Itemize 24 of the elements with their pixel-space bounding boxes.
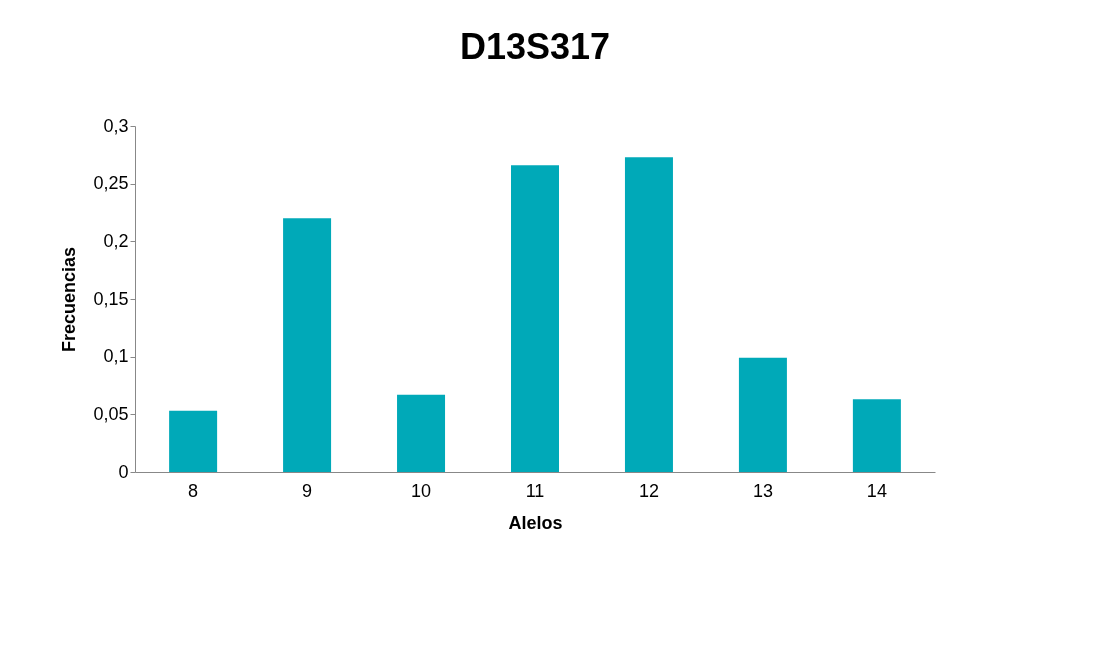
bar xyxy=(852,399,901,472)
y-tick-label: 0,1 xyxy=(103,346,129,367)
y-tick-label: 0,15 xyxy=(93,288,129,309)
x-tick-label: 14 xyxy=(866,480,887,501)
x-axis-title: Alelos xyxy=(508,512,563,533)
bar xyxy=(283,218,332,472)
x-tick-label: 12 xyxy=(638,480,659,501)
x-tick-label: 10 xyxy=(411,480,432,501)
y-axis-title: Frecuencias xyxy=(59,246,80,353)
y-tick-label: 0 xyxy=(118,461,129,482)
chart-title: D13S317 xyxy=(459,26,611,67)
bar xyxy=(624,157,673,472)
bar xyxy=(169,410,218,472)
x-tick-label: 8 xyxy=(188,480,199,501)
bar xyxy=(738,357,787,472)
x-tick-label: 13 xyxy=(752,480,773,501)
y-tick-label: 0,25 xyxy=(93,173,129,194)
bar xyxy=(397,394,446,472)
y-tick-label: 0,3 xyxy=(103,115,129,136)
bar xyxy=(511,165,559,472)
x-tick-label: 9 xyxy=(302,480,313,501)
x-tick-label: 11 xyxy=(525,480,545,501)
y-tick-label: 0,05 xyxy=(93,403,129,424)
y-tick-label: 0,2 xyxy=(103,230,129,251)
